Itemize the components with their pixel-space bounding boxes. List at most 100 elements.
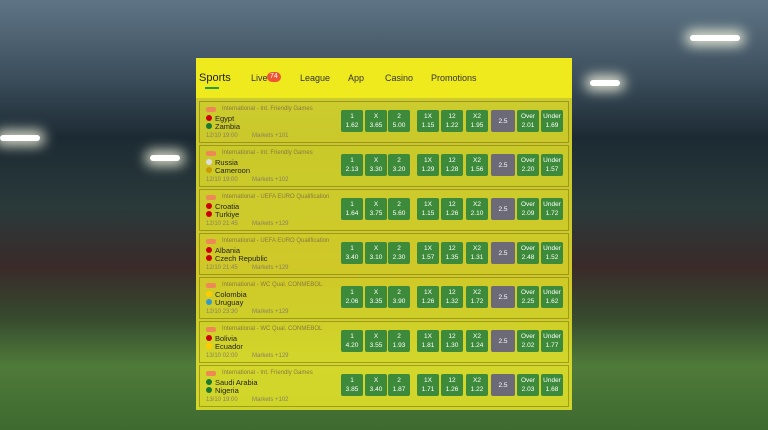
odds-button[interactable]: 12 1.30: [441, 330, 463, 352]
total-selector[interactable]: 2.5: [491, 198, 515, 220]
odds-button[interactable]: 1X 1.15: [417, 198, 439, 220]
odds-button[interactable]: 12 1.26: [441, 198, 463, 220]
odds-button[interactable]: X2 1.95: [466, 110, 488, 132]
odds-button[interactable]: 2 3.20: [388, 154, 410, 176]
odds-value: 1.93: [392, 342, 406, 349]
odds-button[interactable]: X 3.55: [365, 330, 387, 352]
market-label: 1X: [424, 377, 432, 384]
match-row[interactable]: International - Int. Friendly Games Saudi…: [199, 365, 569, 407]
over-button[interactable]: Over 2.09: [517, 198, 539, 220]
total-selector[interactable]: 2.5: [491, 154, 515, 176]
nav-promotions[interactable]: Promotions: [431, 73, 477, 83]
odds-button[interactable]: 12 1.26: [441, 374, 463, 396]
nav-league[interactable]: League: [300, 73, 331, 83]
markets-count[interactable]: Markets +101: [252, 133, 289, 139]
total-selector[interactable]: 2.5: [491, 110, 515, 132]
total-selector[interactable]: 2.5: [491, 242, 515, 264]
odds-button[interactable]: 12 1.22: [441, 110, 463, 132]
odds-button[interactable]: 1X 1.15: [417, 110, 439, 132]
odds-button[interactable]: 1X 1.26: [417, 286, 439, 308]
odds-button[interactable]: 12 1.28: [441, 154, 463, 176]
odds-button[interactable]: X 3.65: [365, 110, 387, 132]
odds-button[interactable]: 1X 1.57: [417, 242, 439, 264]
odds-button[interactable]: 12 1.32: [441, 286, 463, 308]
odds-button[interactable]: X2 1.24: [466, 330, 488, 352]
team-name: Egypt: [215, 114, 235, 123]
markets-count[interactable]: Markets +129: [252, 309, 289, 315]
odds-button[interactable]: 1X 1.29: [417, 154, 439, 176]
market-label: X2: [473, 245, 481, 252]
odds-value: 1.30: [445, 342, 459, 349]
market-label: X: [373, 245, 379, 252]
over-button[interactable]: Over 2.03: [517, 374, 539, 396]
over-button[interactable]: Over 2.25: [517, 286, 539, 308]
match-row[interactable]: International - WC Qual. CONMEBOL Colombi…: [199, 277, 569, 319]
odds-button[interactable]: 2 5.00: [388, 110, 410, 132]
odds-button[interactable]: 1 2.06: [341, 286, 363, 308]
under-button[interactable]: Under 1.52: [541, 242, 563, 264]
nav-live[interactable]: Live: [251, 73, 268, 83]
under-button[interactable]: Under 1.57: [541, 154, 563, 176]
odds-button[interactable]: 1 3.85: [341, 374, 363, 396]
odds-value: 2.01: [521, 122, 535, 129]
odds-button[interactable]: 1 2.13: [341, 154, 363, 176]
odds-button[interactable]: 1 3.40: [341, 242, 363, 264]
odds-button[interactable]: 1 4.20: [341, 330, 363, 352]
odds-value: 3.40: [369, 386, 383, 393]
odds-button[interactable]: X 3.40: [365, 374, 387, 396]
league-icon: [206, 151, 216, 156]
odds-button[interactable]: X 3.35: [365, 286, 387, 308]
match-row[interactable]: International - Int. Friendly Games Russi…: [199, 145, 569, 187]
odds-button[interactable]: 2 1.93: [388, 330, 410, 352]
odds-button[interactable]: 2 5.60: [388, 198, 410, 220]
odds-button[interactable]: 12 1.35: [441, 242, 463, 264]
total-selector[interactable]: 2.5: [491, 286, 515, 308]
markets-count[interactable]: Markets +102: [252, 177, 289, 183]
odds-value: 3.85: [345, 386, 359, 393]
market-label: 2: [397, 289, 401, 296]
over-button[interactable]: Over 2.20: [517, 154, 539, 176]
markets-count[interactable]: Markets +129: [252, 221, 289, 227]
market-label: 12: [448, 113, 456, 120]
odds-button[interactable]: X2 1.72: [466, 286, 488, 308]
match-row[interactable]: International - WC Qual. CONMEBOL Bolivia…: [199, 321, 569, 363]
under-button[interactable]: Under 1.62: [541, 286, 563, 308]
odds-button[interactable]: 2 1.87: [388, 374, 410, 396]
total-selector[interactable]: 2.5: [491, 374, 515, 396]
league-name: International - UEFA EURO Qualification: [222, 238, 330, 244]
under-button[interactable]: Under 1.72: [541, 198, 563, 220]
market-label: 1: [350, 333, 354, 340]
markets-count[interactable]: Markets +129: [252, 353, 289, 359]
odds-button[interactable]: 1X 1.71: [417, 374, 439, 396]
over-button[interactable]: Over 2.02: [517, 330, 539, 352]
odds-button[interactable]: 1X 1.81: [417, 330, 439, 352]
over-button[interactable]: Over 2.48: [517, 242, 539, 264]
odds-button[interactable]: X2 1.31: [466, 242, 488, 264]
over-button[interactable]: Over 2.01: [517, 110, 539, 132]
under-button[interactable]: Under 1.68: [541, 374, 563, 396]
odds-button[interactable]: 1 1.62: [341, 110, 363, 132]
match-row[interactable]: International - Int. Friendly Games Egypt…: [199, 101, 569, 143]
match-row[interactable]: International - UEFA EURO Qualification A…: [199, 233, 569, 275]
odds-value: 2.10: [470, 210, 484, 217]
odds-button[interactable]: X 3.10: [365, 242, 387, 264]
under-button[interactable]: Under 1.77: [541, 330, 563, 352]
total-selector[interactable]: 2.5: [491, 330, 515, 352]
team-name: Nigeria: [215, 386, 239, 395]
odds-button[interactable]: 2 3.90: [388, 286, 410, 308]
nav-casino[interactable]: Casino: [385, 73, 414, 83]
nav-app[interactable]: App: [348, 73, 365, 83]
odds-value: 3.75: [369, 210, 383, 217]
odds-button[interactable]: X2 1.22: [466, 374, 488, 396]
nav-sports[interactable]: Sports: [199, 72, 231, 84]
match-row[interactable]: International - UEFA EURO Qualification C…: [199, 189, 569, 231]
markets-count[interactable]: Markets +102: [252, 397, 289, 403]
odds-button[interactable]: 2 2.30: [388, 242, 410, 264]
odds-button[interactable]: X 3.30: [365, 154, 387, 176]
odds-button[interactable]: X2 1.56: [466, 154, 488, 176]
odds-button[interactable]: 1 1.64: [341, 198, 363, 220]
markets-count[interactable]: Markets +129: [252, 265, 289, 271]
under-button[interactable]: Under 1.69: [541, 110, 563, 132]
odds-button[interactable]: X2 2.10: [466, 198, 488, 220]
odds-button[interactable]: X 3.75: [365, 198, 387, 220]
